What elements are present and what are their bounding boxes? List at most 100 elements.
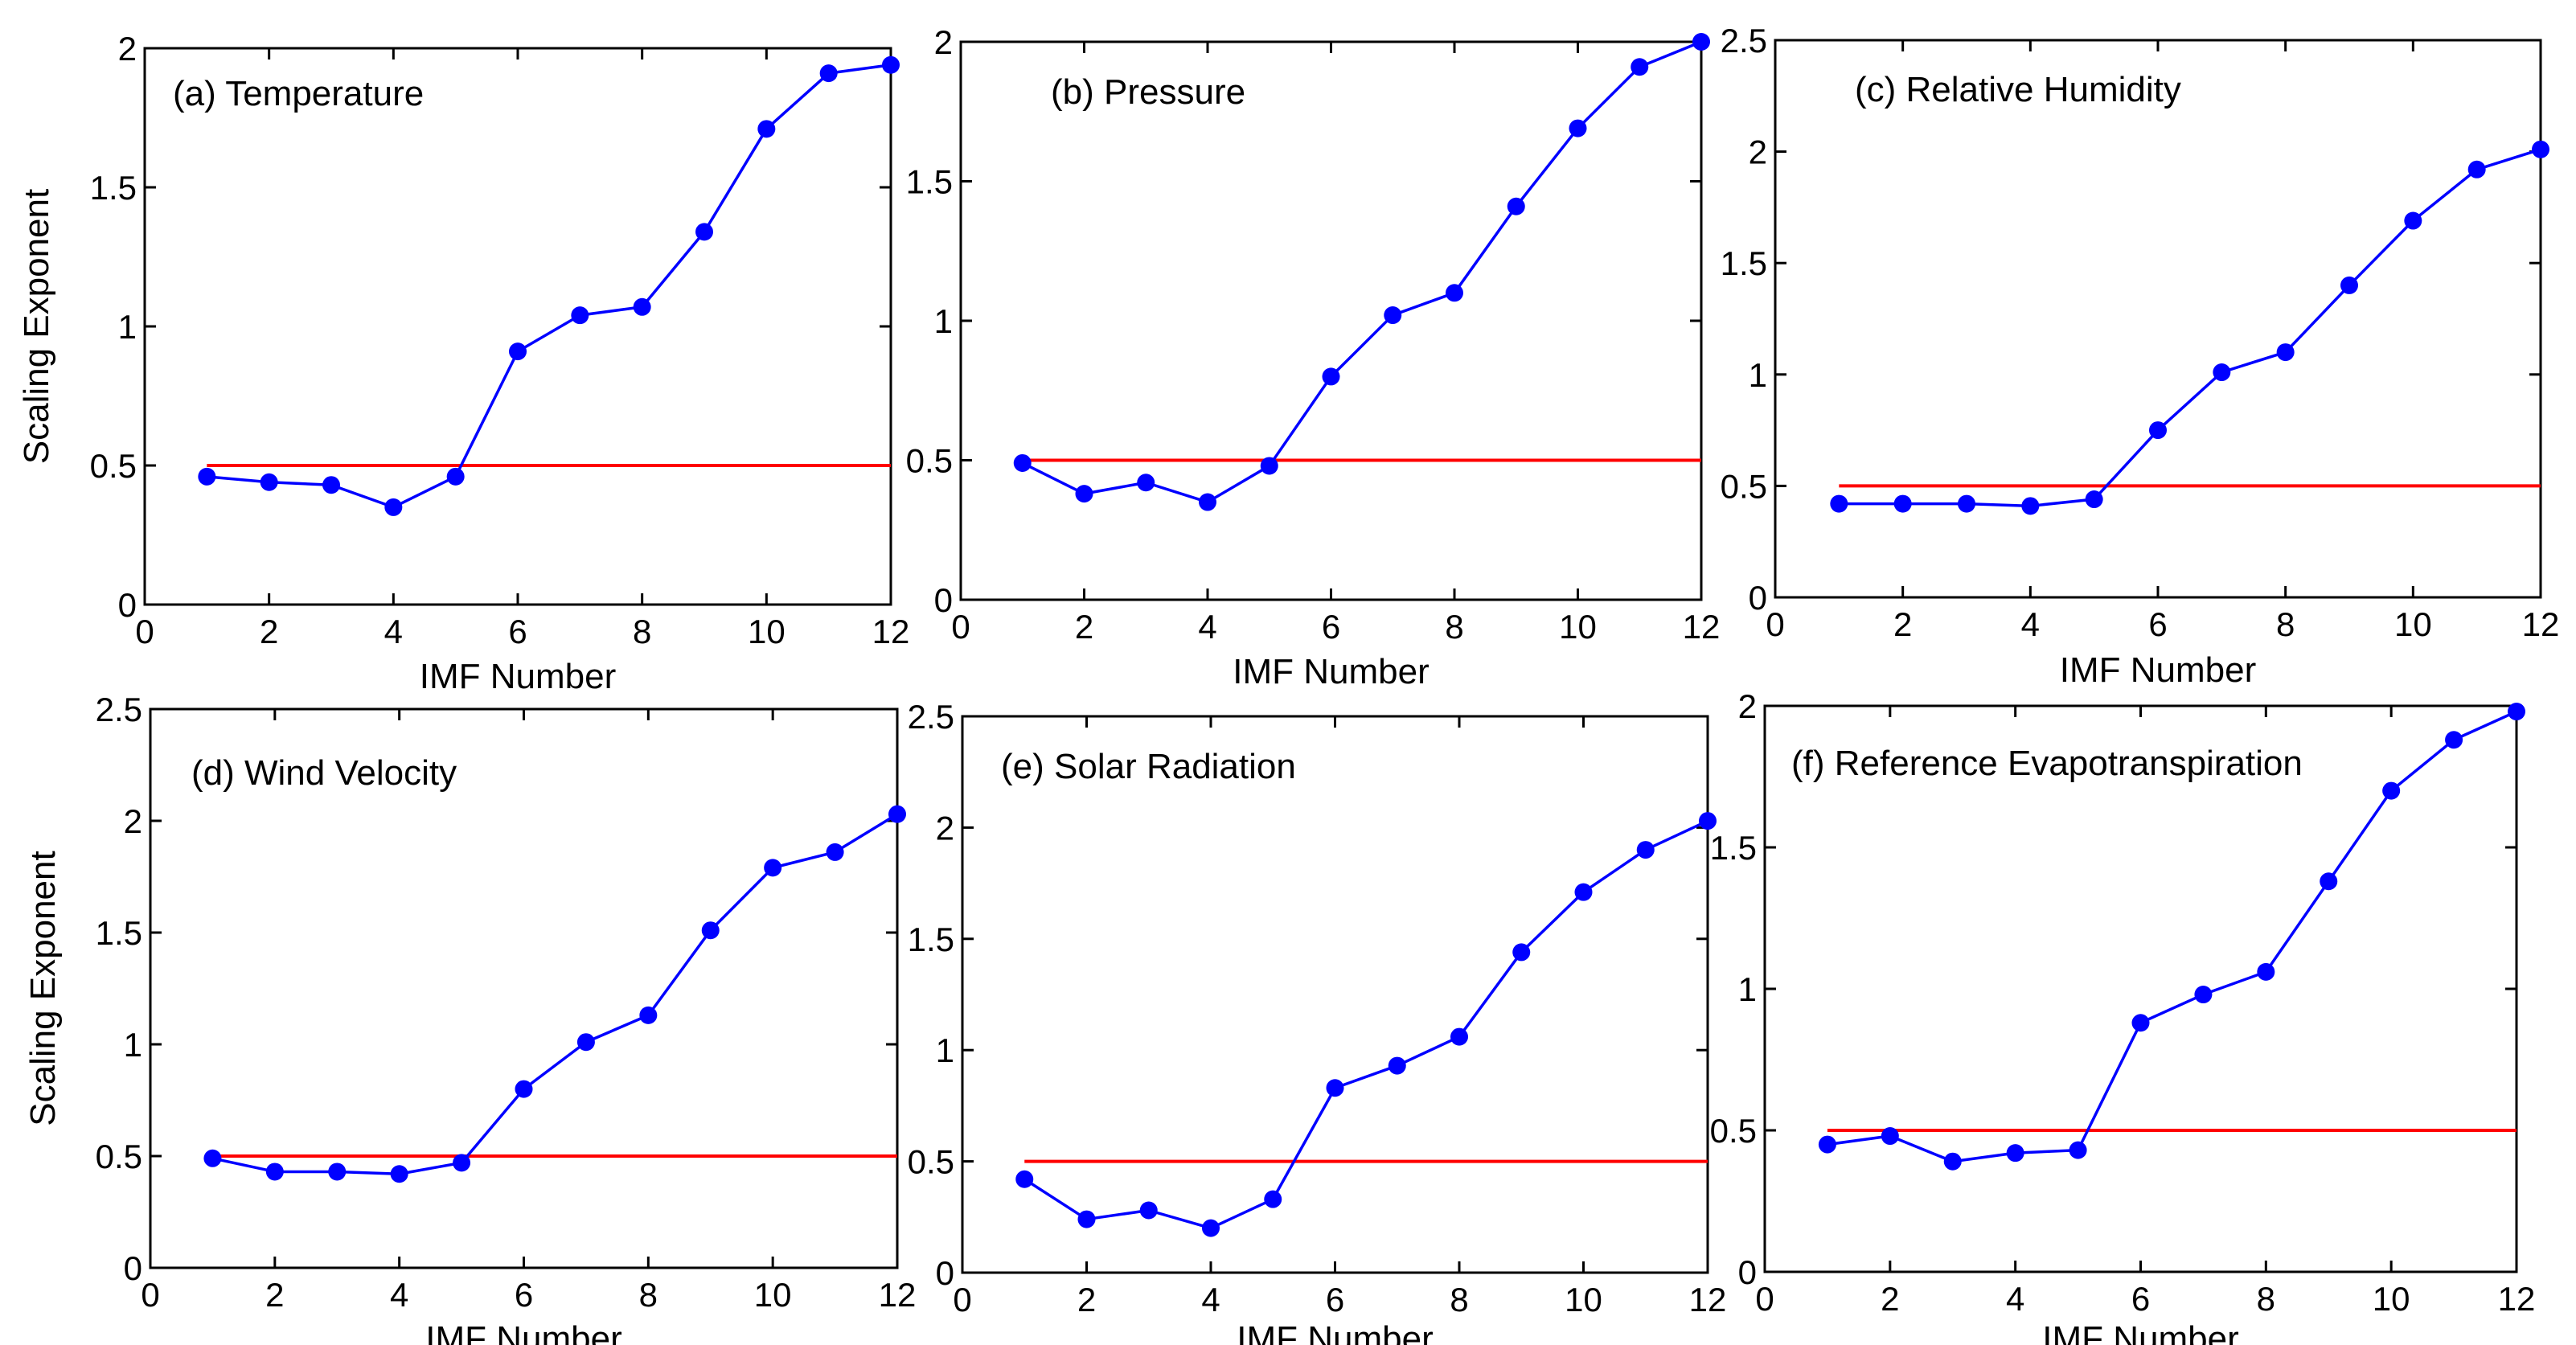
- panel-title: (b) Pressure: [1051, 72, 1245, 112]
- panel-title: (c) Relative Humidity: [1855, 70, 2181, 109]
- data-point: [1322, 367, 1340, 386]
- y-tick-label: 0.5: [1721, 467, 1767, 505]
- y-tick-label: 1.5: [908, 921, 954, 958]
- x-tick-label: 0: [1755, 1280, 1774, 1318]
- y-tick-label: 1: [124, 1026, 142, 1064]
- x-tick-label: 2: [260, 613, 278, 650]
- data-point: [571, 306, 589, 325]
- x-tick-label: 8: [1445, 608, 1463, 646]
- data-point: [2467, 160, 2486, 178]
- data-point: [1881, 1127, 1899, 1146]
- data-point: [2213, 363, 2231, 382]
- data-point: [2382, 781, 2401, 800]
- y-tick-label: 0.5: [96, 1138, 142, 1175]
- data-point: [888, 805, 906, 823]
- panel-a: 0 2 4 6 8 10 12 0 0.5 1 1.5 2 (a) Temperature IMF Num…: [17, 30, 909, 696]
- y-tick-label: 0.5: [1710, 1112, 1757, 1150]
- x-tick-label: 8: [633, 613, 651, 650]
- data-point: [1574, 883, 1593, 901]
- data-point: [701, 921, 720, 940]
- x-axis-label: IMF Number: [2042, 1319, 2238, 1345]
- x-tick-label: 2: [1881, 1280, 1899, 1318]
- data-point: [633, 297, 651, 316]
- data-point: [826, 843, 844, 861]
- data-point: [390, 1165, 408, 1183]
- panel-title: (f) Reference Evapotranspiration: [1791, 744, 2303, 783]
- data-point: [764, 859, 782, 877]
- data-point: [384, 498, 403, 516]
- data-point: [2021, 497, 2040, 515]
- data-point: [1692, 33, 1710, 51]
- y-tick-label: 2.5: [1721, 22, 1767, 59]
- y-tick-label: 1: [118, 308, 137, 346]
- data-point: [1015, 1170, 1034, 1188]
- data-point: [265, 1163, 284, 1181]
- y-tick-label: 2: [124, 802, 142, 840]
- series-line: [1839, 148, 2541, 508]
- x-tick-label: 12: [2522, 605, 2560, 643]
- y-axis-label: Scaling Exponent: [23, 851, 63, 1126]
- x-axis-label: IMF Number: [425, 1319, 621, 1345]
- series-line: [1023, 819, 1708, 1230]
- data-point: [2340, 276, 2358, 294]
- data-point: [260, 473, 278, 491]
- data-point: [1636, 841, 1655, 859]
- data-point: [2149, 421, 2167, 440]
- data-point: [695, 223, 713, 241]
- data-point: [1137, 474, 1155, 492]
- x-tick-label: 10: [2394, 605, 2432, 643]
- data-point: [819, 64, 838, 83]
- data-point: [1450, 1027, 1468, 1046]
- x-tick-label: 2: [1077, 1281, 1096, 1318]
- data-point: [576, 1033, 595, 1052]
- x-tick-label: 4: [390, 1276, 408, 1314]
- x-axis-label: IMF Number: [2060, 650, 2256, 690]
- y-axis-label: Scaling Exponent: [17, 189, 56, 464]
- x-tick-label: 10: [1559, 608, 1597, 646]
- data-point: [515, 1080, 533, 1098]
- data-point: [198, 467, 216, 486]
- data-point: [1264, 1190, 1282, 1208]
- x-tick-label: 8: [2257, 1280, 2275, 1318]
- data-point: [446, 467, 465, 486]
- y-tick-label: 1.5: [90, 169, 137, 207]
- data-point: [1139, 1201, 1158, 1220]
- x-axis-label: IMF Number: [1237, 1319, 1433, 1345]
- x-tick-label: 12: [1689, 1281, 1727, 1318]
- data-point: [2257, 962, 2275, 981]
- data-point: [1388, 1056, 1406, 1075]
- x-axis-label: IMF Number: [420, 657, 616, 696]
- panel-d: 0 2 4 6 8 10 12 0 0.5 1 1.5 2 2.5 (d) Wind Velocity IM…: [23, 691, 916, 1345]
- data-point: [2006, 1144, 2024, 1163]
- data-point: [1075, 485, 1093, 503]
- x-tick-label: 2: [265, 1276, 284, 1314]
- data-point: [203, 1149, 222, 1167]
- data-point: [453, 1154, 471, 1172]
- series-line: [212, 813, 898, 1175]
- y-tick-label: 0.5: [908, 1143, 954, 1181]
- panel-b: 0 2 4 6 8 10 12 0 0.5 1 1.5 2 (b) Pressure IMF Number: [906, 23, 1721, 691]
- x-tick-label: 4: [2006, 1280, 2024, 1318]
- y-tick-label: 2.5: [96, 691, 142, 728]
- x-tick-label: 6: [1322, 608, 1340, 646]
- data-point: [1958, 494, 1975, 513]
- x-tick-label: 6: [1326, 1281, 1344, 1318]
- y-tick-label: 1.5: [1710, 829, 1757, 867]
- x-tick-label: 0: [951, 608, 970, 646]
- data-point: [1893, 494, 1912, 513]
- data-point: [1077, 1210, 1096, 1228]
- data-point: [2445, 731, 2463, 749]
- panel-title: (a) Temperature: [173, 74, 424, 113]
- x-tick-label: 12: [1683, 608, 1721, 646]
- data-point: [1326, 1079, 1344, 1097]
- y-tick-label: 0: [934, 581, 953, 619]
- x-tick-label: 10: [2373, 1280, 2410, 1318]
- data-point: [2276, 343, 2295, 362]
- x-tick-label: 6: [515, 1276, 533, 1314]
- y-tick-label: 0: [124, 1249, 142, 1287]
- data-point: [1202, 1219, 1220, 1237]
- x-tick-label: 8: [1450, 1281, 1468, 1318]
